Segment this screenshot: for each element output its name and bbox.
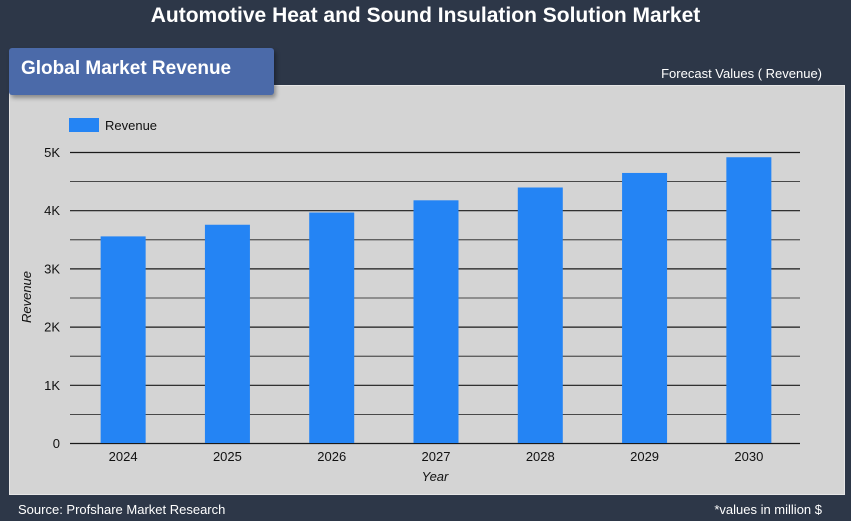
y-tick-label: 5K [44, 145, 60, 160]
bar-2029 [622, 172, 668, 443]
source-note: Source: Profshare Market Research [18, 502, 226, 517]
y-axis-title: Revenue [19, 271, 34, 323]
legend-label: Revenue [105, 118, 157, 133]
x-tick-label: 2029 [630, 449, 659, 464]
x-tick-label: 2030 [734, 449, 763, 464]
section-badge: Global Market Revenue [9, 48, 274, 95]
forecast-label: Forecast Values ( Revenue) [661, 66, 822, 81]
y-tick-label: 1K [44, 378, 60, 393]
bar-2027 [413, 200, 459, 443]
bar-2025 [204, 224, 250, 443]
y-tick-label: 3K [44, 261, 60, 276]
bar-2024 [100, 236, 146, 443]
x-tick-label: 2027 [422, 449, 451, 464]
x-tick-label: 2026 [317, 449, 346, 464]
y-tick-label: 0 [53, 436, 60, 451]
y-tick-label: 4K [44, 203, 60, 218]
x-tick-label: 2025 [213, 449, 242, 464]
bar-2030 [726, 157, 772, 443]
legend-swatch [69, 118, 99, 132]
bar-2028 [517, 187, 563, 443]
x-tick-labels: 2024 2025 2026 2027 2028 2029 2030 [109, 449, 764, 464]
x-axis-title: Year [422, 469, 449, 484]
chart-title: Automotive Heat and Sound Insulation Sol… [150, 4, 701, 27]
unit-note: *values in million $ [714, 502, 822, 517]
x-tick-label: 2024 [109, 449, 138, 464]
legend: Revenue [69, 118, 157, 133]
y-tick-labels: 0 1K 2K 3K 4K 5K [44, 145, 60, 451]
bar-2026 [309, 212, 355, 443]
bars [100, 157, 772, 443]
y-tick-label: 2K [44, 320, 60, 335]
x-tick-label: 2028 [526, 449, 555, 464]
